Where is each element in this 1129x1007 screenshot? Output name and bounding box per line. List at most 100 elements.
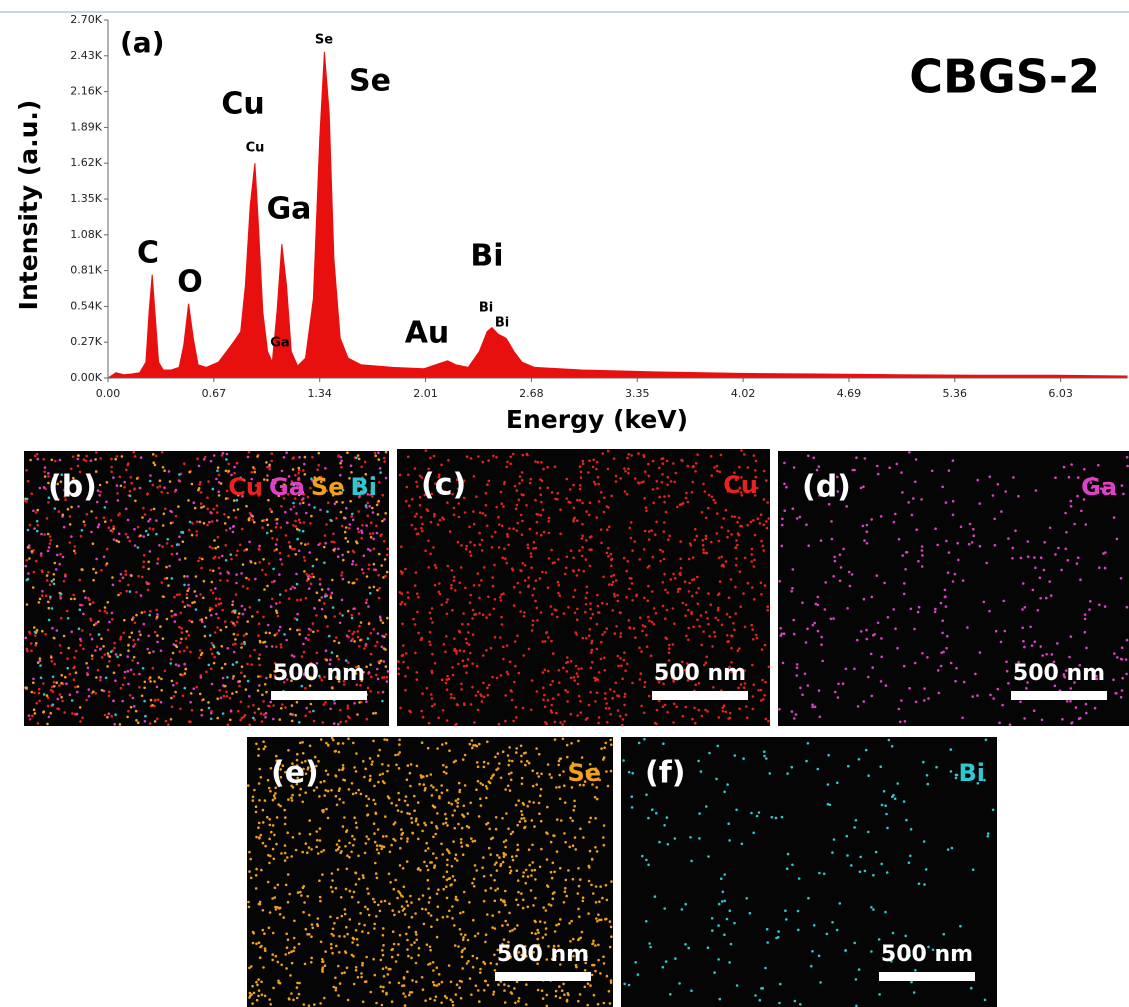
- map-dot: [947, 848, 950, 851]
- map-dot: [796, 663, 799, 666]
- map-dot: [350, 464, 353, 467]
- map-dot: [43, 693, 46, 696]
- map-dot: [339, 612, 342, 615]
- map-dot: [237, 710, 240, 713]
- map-dot: [323, 703, 326, 706]
- map-dot: [581, 637, 584, 640]
- map-dot: [264, 995, 267, 998]
- map-dot: [702, 544, 705, 547]
- map-dot: [288, 997, 291, 1000]
- map-dot: [603, 962, 606, 965]
- x-tick-label: 1.34: [307, 387, 332, 400]
- map-dot: [156, 613, 159, 616]
- map-dot: [476, 957, 479, 960]
- map-dot: [270, 530, 273, 533]
- map-dot: [255, 743, 258, 746]
- map-dot: [531, 769, 534, 772]
- map-dot: [456, 983, 459, 986]
- map-dot: [711, 929, 714, 932]
- map-dot: [451, 569, 454, 572]
- map-dot: [827, 783, 830, 786]
- map-dot: [454, 857, 457, 860]
- map-dot: [268, 562, 271, 565]
- map-dot: [28, 557, 31, 560]
- map-dot: [752, 708, 755, 711]
- map-dot: [443, 643, 446, 646]
- map-dot: [1023, 717, 1026, 720]
- map-dot: [414, 912, 417, 915]
- map-dot: [408, 926, 411, 929]
- map-dot: [174, 691, 177, 694]
- map-dot: [606, 528, 609, 531]
- map-dot: [1004, 490, 1007, 493]
- map-dot: [194, 590, 197, 593]
- map-dot: [218, 556, 221, 559]
- map-dot: [269, 824, 272, 827]
- map-dot: [141, 695, 144, 698]
- map-dot: [584, 611, 587, 614]
- map-dot: [367, 637, 370, 640]
- map-dot: [903, 800, 906, 803]
- map-dot: [173, 596, 176, 599]
- map-dot: [643, 548, 646, 551]
- map-dot: [415, 513, 418, 516]
- map-dot: [1007, 537, 1010, 540]
- map-dot: [585, 510, 588, 513]
- map-dot: [1027, 555, 1030, 558]
- peak-label: C: [137, 236, 159, 271]
- map-dot: [647, 817, 650, 820]
- map-dot: [373, 563, 376, 566]
- map-dot: [53, 637, 56, 640]
- map-dot: [216, 697, 219, 700]
- map-dot: [769, 772, 772, 775]
- map-dot: [42, 458, 45, 461]
- map-dot: [685, 635, 688, 638]
- map-dot: [1012, 476, 1015, 479]
- map-dot: [640, 650, 643, 653]
- map-dot: [507, 764, 510, 767]
- map-dot: [387, 764, 390, 767]
- map-dot: [385, 966, 388, 969]
- map-dot: [582, 462, 585, 465]
- map-dot: [510, 779, 513, 782]
- map-dot: [367, 548, 370, 551]
- map-dot: [563, 612, 566, 615]
- map-dot: [678, 982, 681, 985]
- map-dot: [325, 789, 328, 792]
- map-dot: [271, 598, 274, 601]
- map-dot: [568, 922, 571, 925]
- map-dot: [129, 590, 132, 593]
- map-dot: [303, 521, 306, 524]
- map-dot: [441, 743, 444, 746]
- map-dot: [985, 739, 988, 742]
- map-dot: [338, 846, 341, 849]
- map-dot: [95, 517, 98, 520]
- map-dot: [91, 654, 94, 657]
- map-dot: [523, 611, 526, 614]
- map-dot: [39, 664, 42, 667]
- map-dot: [322, 721, 325, 724]
- map-dot: [628, 984, 631, 987]
- map-dot: [402, 661, 405, 664]
- map-dot: [934, 527, 937, 530]
- map-dot: [447, 459, 450, 462]
- map-dot: [109, 655, 112, 658]
- map-dot: [330, 886, 333, 889]
- map-dot: [585, 597, 588, 600]
- map-dot: [517, 582, 520, 585]
- map-dot: [552, 562, 555, 565]
- map-dot: [335, 887, 338, 890]
- map-dot: [154, 720, 157, 723]
- map-dot: [727, 822, 730, 825]
- map-dot: [606, 721, 609, 724]
- map-dot: [597, 605, 600, 608]
- map-dot: [655, 521, 658, 524]
- map-dot: [542, 699, 545, 702]
- map-dot: [745, 897, 748, 900]
- map-dot: [873, 633, 876, 636]
- map-dot: [558, 985, 561, 988]
- map-dot: [180, 638, 183, 641]
- map-dot: [763, 755, 766, 758]
- map-dot: [862, 485, 865, 488]
- map-dot: [292, 502, 295, 505]
